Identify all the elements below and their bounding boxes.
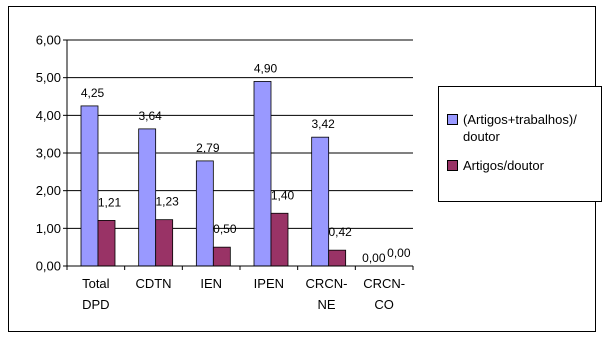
bar (328, 249, 347, 267)
x-tick-label: CO (374, 297, 394, 312)
y-tick-label: 2,00 (36, 183, 61, 198)
x-tick-label: IPEN (254, 276, 284, 291)
bar (138, 128, 157, 267)
bar (97, 220, 116, 267)
x-tick-label: CRCN- (306, 276, 348, 291)
data-label: 3,64 (138, 109, 162, 123)
data-label: 1,40 (271, 188, 295, 202)
bar-chart: 0,00 1,00 2,00 3,00 4,00 5,00 6,00 4,25 3,64 2,79… (36, 33, 414, 312)
bar (80, 105, 99, 267)
y-tick-label: 3,00 (36, 146, 61, 161)
y-tick-label: 4,00 (36, 108, 61, 123)
chart-frame: 0,00 1,00 2,00 3,00 4,00 5,00 6,00 4,25 3,64 2,79… (8, 6, 602, 332)
bar (212, 246, 231, 267)
data-label: 4,90 (254, 61, 278, 75)
data-label: 4,25 (81, 86, 105, 100)
data-label: 0,00 (387, 246, 411, 260)
data-label: 0,42 (328, 225, 352, 239)
x-tick-label: CDTN (135, 276, 171, 291)
bar (155, 219, 174, 267)
data-label: 2,79 (196, 141, 220, 155)
x-tick-label: CRCN- (363, 276, 405, 291)
data-label: 0,50 (213, 222, 237, 236)
legend-swatch-artigos (447, 160, 458, 171)
legend-label: Artigos/doutor (463, 158, 544, 173)
x-tick-label: IEN (200, 276, 222, 291)
x-tick-label: Total (82, 276, 110, 291)
y-tick-label: 6,00 (36, 33, 61, 48)
bar (253, 81, 272, 267)
bar (311, 136, 330, 267)
y-tick-label: 0,00 (36, 259, 61, 274)
y-tick-label: 1,00 (36, 221, 61, 236)
legend: (Artigos+trabalhos)/ doutor Artigos/dout… (438, 86, 602, 202)
legend-label-line: doutor (463, 129, 500, 144)
legend-label-line: (Artigos+trabalhos)/ (463, 112, 577, 127)
x-tick-label: DPD (82, 297, 109, 312)
legend-swatch-artigos-trabalhos (447, 114, 458, 125)
y-tick-label: 5,00 (36, 70, 61, 85)
data-label: 1,21 (98, 195, 122, 209)
data-label: 1,23 (155, 195, 179, 209)
legend-item-artigos: Artigos/doutor (447, 157, 603, 174)
data-label: 3,42 (311, 117, 335, 131)
x-tick-label: NE (317, 297, 335, 312)
data-label: 0,00 (362, 251, 386, 265)
bar (270, 212, 289, 267)
legend-item-artigos-trabalhos: (Artigos+trabalhos)/ doutor (447, 111, 603, 145)
bar (195, 160, 214, 267)
